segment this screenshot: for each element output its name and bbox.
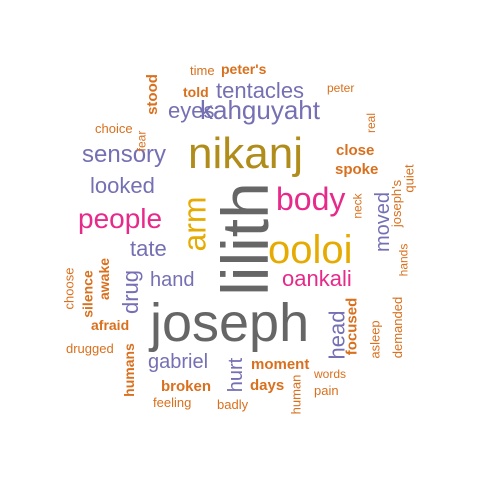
word-body: body [276,181,346,217]
word-human: human [287,374,303,414]
word-told: told [183,84,209,100]
word-kahguyaht: kahguyaht [200,95,320,125]
word-drug: drug [118,269,144,315]
word-feeling: feeling [153,395,192,410]
word-stood: stood [143,74,161,115]
word-silence: silence [79,269,96,318]
word-joseph: joseph [150,293,310,353]
word-spoke: spoke [335,161,379,178]
word-humans: humans [120,343,137,397]
word-sensory: sensory [82,141,167,168]
word-neck: neck [350,192,365,219]
word-awake: awake [96,257,113,301]
word-real: real [364,112,379,134]
word-peter: peter [327,81,355,95]
word-gabriel: gabriel [148,351,209,373]
word-tate: tate [130,236,167,261]
word-moment: moment [251,356,310,373]
word-quiet: quiet [401,163,417,193]
word-badly: badly [217,397,249,412]
word-nikanj: nikanj [188,129,303,178]
word-days: days [250,377,285,394]
word-broken: broken [161,378,212,395]
word-hurt: hurt [225,357,248,393]
word-ooloi: ooloi [268,228,353,272]
word-hands: hands [395,243,410,276]
word-people: people [78,203,163,234]
word-time: time [190,63,215,78]
word-hand: hand [150,269,195,291]
word-drugged: drugged [66,341,114,356]
word-close: close [336,142,375,159]
word-afraid: afraid [91,317,130,333]
word-focused: focused [342,297,360,355]
word-asleep: asleep [367,319,383,359]
word-arm: arm [176,195,213,252]
word-pain: pain [314,383,339,398]
word-looked: looked [90,173,155,198]
word-words: words [314,367,347,381]
word-peter-s: peter's [221,61,267,77]
word-demanded: demanded [390,296,406,359]
word-fear: fear [133,130,148,151]
word-choice: choice [95,121,133,136]
word-tentacles: tentacles [216,78,305,103]
word-choose: choose [60,267,76,309]
word-eyes: eyes [168,98,215,123]
word-oankali: oankali [282,266,352,291]
